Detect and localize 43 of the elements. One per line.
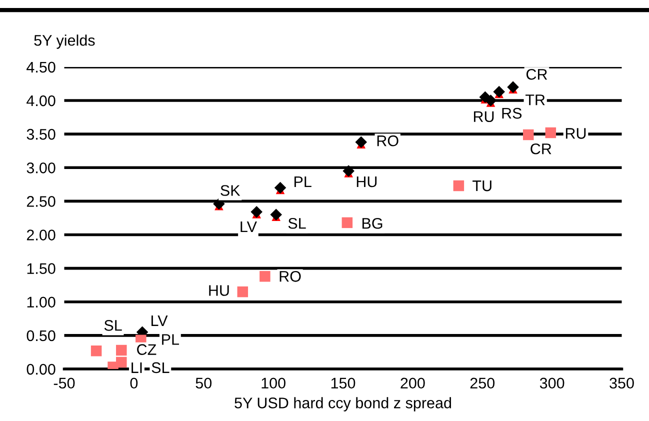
x-tick-label: 50 <box>196 378 212 389</box>
annotation: RO <box>377 135 398 146</box>
x-tick-label: 0 <box>130 378 138 389</box>
y-tick-label: 2.50 <box>26 196 56 207</box>
x-tick-label: 300 <box>540 378 564 389</box>
y-tick-label: 3.00 <box>26 162 56 174</box>
x-tick-label: 100 <box>262 378 286 389</box>
annotation: LV <box>152 315 168 326</box>
annotation: SL <box>104 320 122 331</box>
x-tick-label: 150 <box>331 378 356 389</box>
annotation: TU <box>472 180 492 192</box>
annotation: RO <box>280 271 301 282</box>
y-tick-label: 1.50 <box>27 263 56 274</box>
annotation: SK <box>220 185 240 196</box>
x-tick-label: -50 <box>54 378 75 389</box>
y-tick-label: 3.50 <box>26 128 56 140</box>
annotation: CR <box>530 143 552 154</box>
annotation: RU <box>474 111 494 122</box>
annotation: TR <box>525 94 545 106</box>
annotation: BG <box>362 218 382 229</box>
annotation: CZ <box>137 344 156 355</box>
annotation: PL <box>162 334 180 345</box>
annotation: CR <box>526 68 548 80</box>
y-tick-label: 2.00 <box>26 230 56 240</box>
annotation: SL <box>152 362 170 374</box>
annotation: HU <box>356 176 377 188</box>
y-tick-label: 0.50 <box>26 330 56 342</box>
x-tick-label: 200 <box>400 378 425 389</box>
annotation: RU <box>566 128 586 139</box>
annotation: PL <box>294 176 312 188</box>
annotation: LV <box>240 221 257 232</box>
annotation: SL <box>288 218 306 229</box>
annotation: LI <box>132 362 142 373</box>
y-axis-title: 5Y yields <box>34 34 95 49</box>
y-tick-label: 1.00 <box>27 296 56 308</box>
x-tick-label: 350 <box>610 378 634 389</box>
x-tick-label: 250 <box>470 378 495 389</box>
x-axis-title: 5Y USD hard ccy bond z spread <box>234 397 452 412</box>
y-tick-label: 4.00 <box>26 95 56 106</box>
annotation: RS <box>502 108 522 119</box>
y-tick-label: 4.50 <box>26 62 56 73</box>
annotation: HU <box>209 285 229 296</box>
y-tick-label: 0.00 <box>26 364 56 375</box>
